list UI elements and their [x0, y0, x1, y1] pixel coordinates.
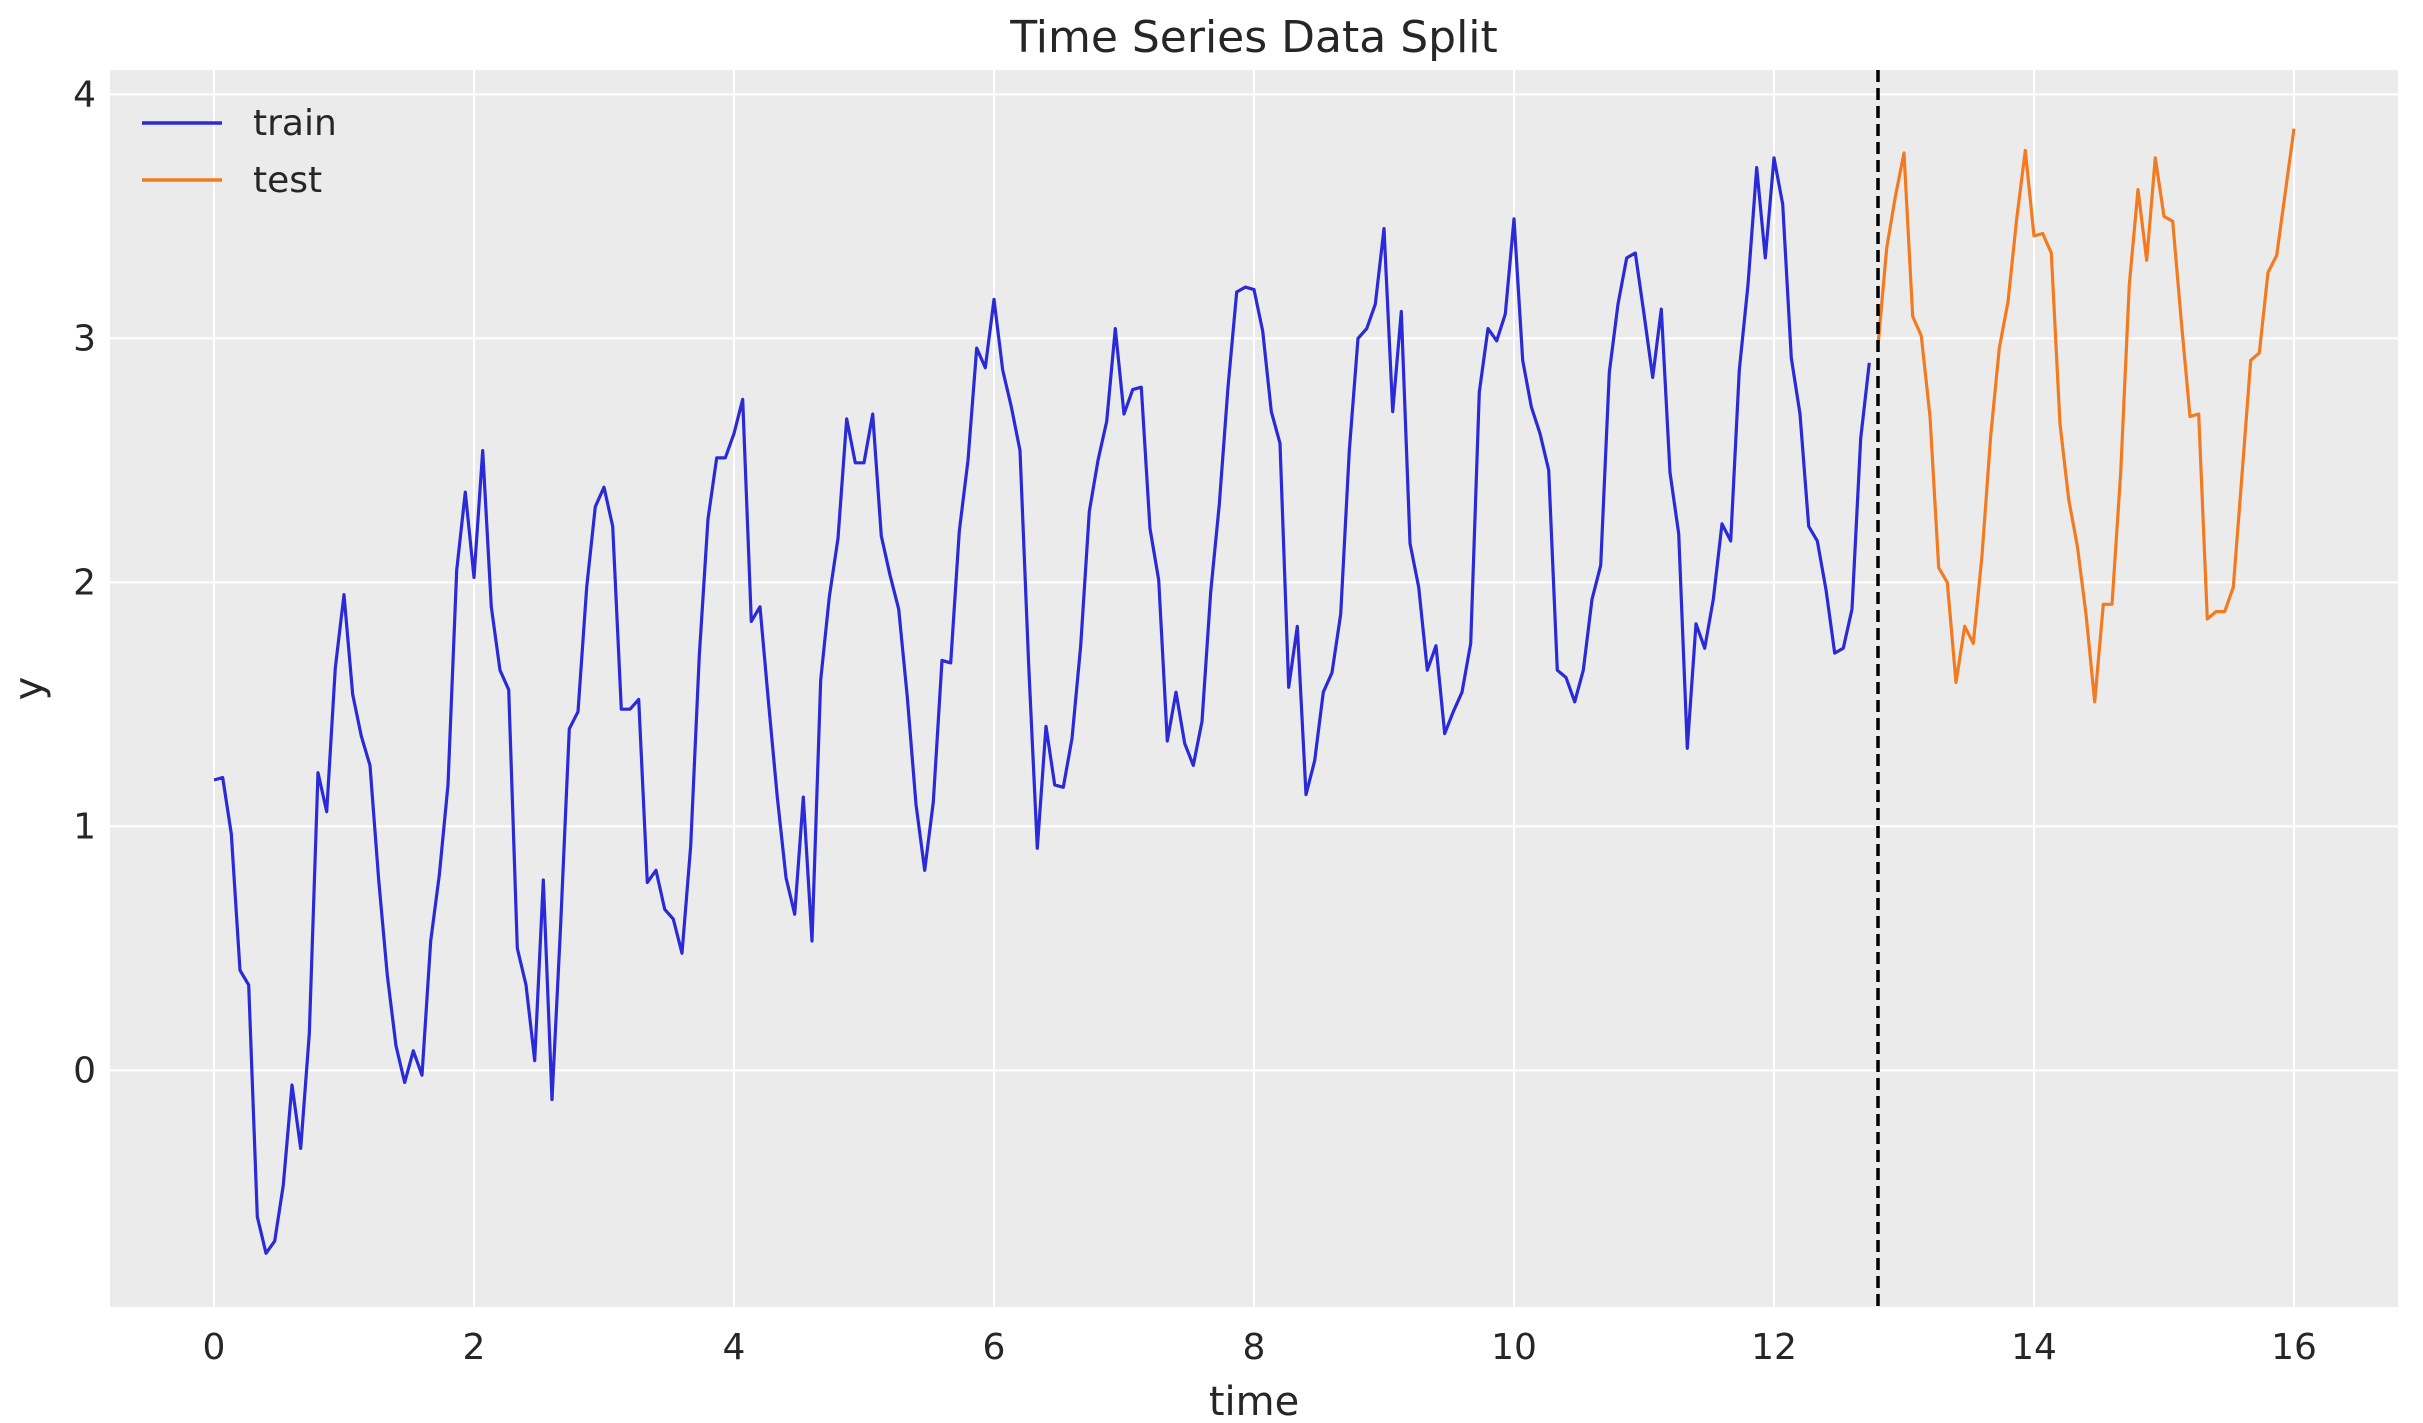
y-tick-label: 4	[73, 74, 96, 115]
gridlines	[110, 70, 2398, 1307]
x-tick-label: 12	[1751, 1327, 1797, 1368]
legend-label-train: train	[253, 103, 337, 144]
y-tick-label: 2	[73, 562, 96, 603]
x-axis-label: time	[1209, 1379, 1299, 1423]
x-tick-label: 0	[203, 1327, 226, 1368]
legend-label-test: test	[253, 160, 322, 201]
x-tick-label: 14	[2011, 1327, 2057, 1368]
x-tick-label: 2	[463, 1327, 486, 1368]
y-tick-label: 3	[73, 318, 96, 359]
series-line-test	[1876, 128, 2296, 704]
y-tick-label: 0	[73, 1050, 96, 1091]
series-line-train	[213, 156, 1871, 1255]
x-tick-label: 4	[723, 1327, 746, 1368]
x-tick-label: 10	[1491, 1327, 1537, 1368]
legend: train test	[142, 103, 337, 201]
x-tick-label: 16	[2271, 1327, 2317, 1368]
x-tick-label: 6	[983, 1327, 1006, 1368]
y-tick-label: 1	[73, 806, 96, 847]
series-layer	[213, 128, 2296, 1255]
chart-title: Time Series Data Split	[1009, 12, 1498, 63]
y-axis-label: y	[6, 677, 52, 701]
x-tick-label: 8	[1243, 1327, 1266, 1368]
